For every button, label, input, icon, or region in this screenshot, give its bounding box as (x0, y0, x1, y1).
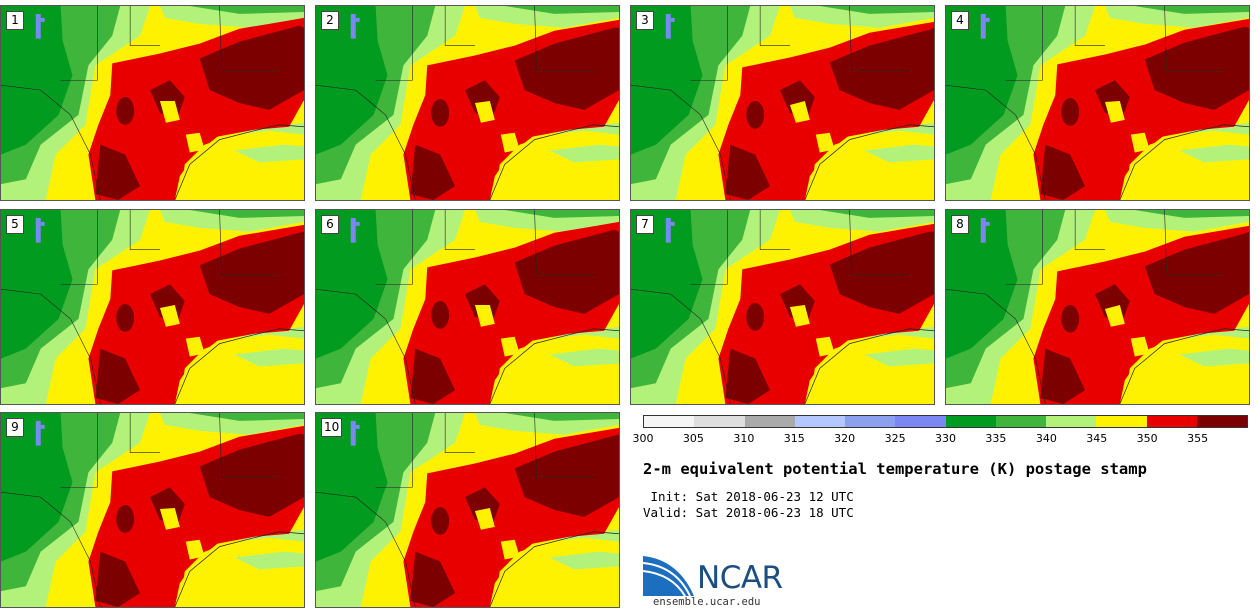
colorbar-tick-label: 330 (935, 432, 956, 445)
logo-url: ensemble.ucar.edu (653, 596, 761, 608)
colorbar-segment (644, 416, 695, 427)
plot-title: 2-m equivalent potential temperature (K)… (643, 460, 1147, 478)
stamp-member-label: 5 (6, 215, 24, 234)
colorbar-tick-label: 340 (1035, 432, 1057, 445)
stamp-member-label: 2 (321, 11, 339, 30)
colorbar-tick-label: 320 (834, 432, 856, 445)
stamp-member-label: 1 (6, 11, 24, 30)
init-time: Init: Sat 2018-06-23 12 UTC (643, 489, 854, 504)
colorbar-segment (1196, 416, 1247, 427)
postage-stamp-map: 9 (0, 412, 305, 608)
postage-stamp-map: 5 (0, 209, 305, 405)
colorbar-segment (845, 416, 896, 427)
ncar-logo-icon (642, 556, 694, 597)
colorbar-ticks: 300 305 310 315 320 325 330 335 340 345 350 355 (633, 432, 1248, 446)
postage-stamp-map: 8 (945, 209, 1250, 405)
postage-stamp-map: 2 (315, 5, 620, 201)
stamp-member-label: 6 (321, 215, 339, 234)
colorbar-segment (694, 416, 745, 427)
colorbar-tick-label: 305 (682, 432, 704, 445)
stamp-member-label: 8 (951, 215, 969, 234)
colorbar-tick-label: 300 (632, 432, 654, 445)
ncar-logo-text: NCAR (697, 560, 783, 596)
valid-time: Valid: Sat 2018-06-23 18 UTC (643, 505, 854, 520)
colorbar-tick-label: 315 (783, 432, 805, 445)
colorbar-segment (1146, 416, 1197, 427)
colorbar-segment (744, 416, 795, 427)
colorbar-segment (794, 416, 845, 427)
postage-stamp-map: 7 (630, 209, 935, 405)
stamp-member-label: 7 (636, 215, 654, 234)
colorbar-tick-label: 335 (985, 432, 1007, 445)
postage-stamp-map: 4 (945, 5, 1250, 201)
colorbar-segment (995, 416, 1046, 427)
stamp-member-label: 4 (951, 11, 969, 30)
stamp-member-label: 10 (321, 418, 343, 437)
colorbar-tick-label: 325 (884, 432, 906, 445)
colorbar-tick-label: 310 (733, 432, 755, 445)
colorbar-segment (1096, 416, 1147, 427)
postage-stamp-map: 10 (315, 412, 620, 608)
colorbar-segment (1046, 416, 1097, 427)
colorbar (643, 415, 1248, 428)
stamp-member-label: 3 (636, 11, 654, 30)
colorbar-segment (895, 416, 946, 427)
postage-stamp-map: 6 (315, 209, 620, 405)
stamp-member-label: 9 (6, 418, 24, 437)
colorbar-tick-label: 350 (1136, 432, 1158, 445)
postage-stamp-map: 3 (630, 5, 935, 201)
colorbar-segment (945, 416, 996, 427)
colorbar-tick-label: 345 (1086, 432, 1108, 445)
postage-stamp-map: 1 (0, 5, 305, 201)
colorbar-tick-label: 355 (1187, 432, 1209, 445)
